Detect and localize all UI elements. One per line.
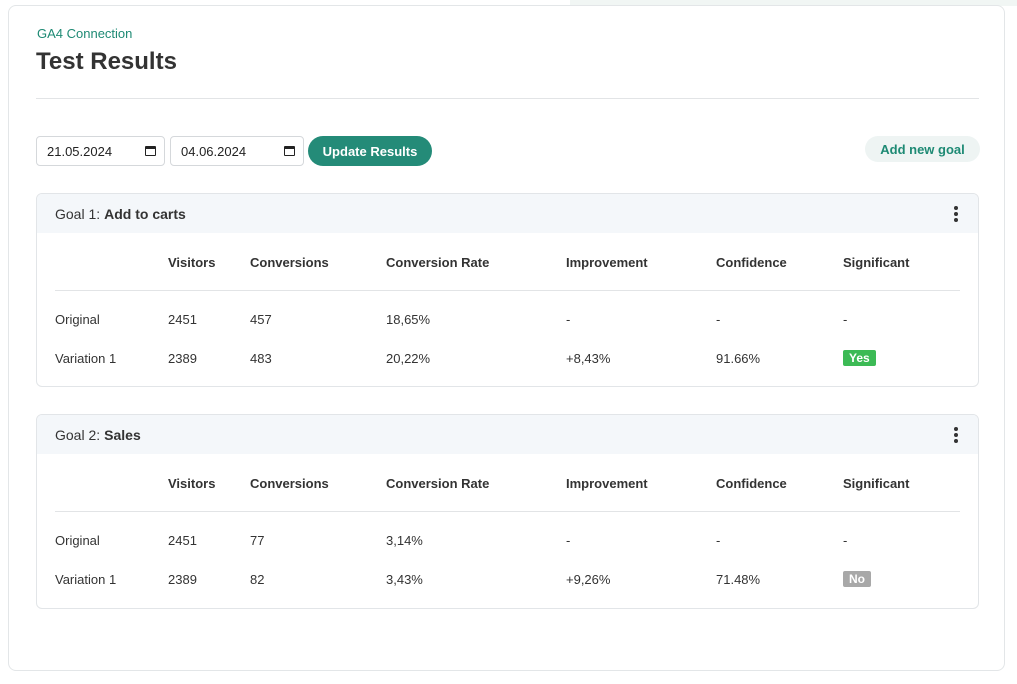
add-new-goal-button[interactable]: Add new goal	[865, 136, 980, 162]
improvement-value: -	[566, 312, 571, 327]
conversion-rate-value: 18,65%	[386, 312, 431, 327]
confidence-value: 71.48%	[716, 572, 761, 587]
visitors-value: 2451	[168, 533, 197, 548]
conversions-value: 77	[250, 533, 265, 548]
more-options-icon[interactable]	[952, 206, 960, 222]
results-panel: GA4 Connection Test Results 21.05.2024 0…	[8, 5, 1005, 671]
column-header-improvement: Improvement	[566, 476, 648, 491]
row-label: Original	[55, 312, 100, 327]
breadcrumb-ga4-connection[interactable]: GA4 Connection	[37, 26, 133, 41]
conversion-rate-value: 3,14%	[386, 533, 423, 548]
conversions-value: 483	[250, 351, 272, 366]
significant-cell: No	[843, 571, 871, 588]
column-header-conversion-rate: Conversion Rate	[386, 255, 490, 270]
row-label: Variation 1	[55, 351, 117, 366]
column-header-visitors: Visitors	[168, 476, 216, 491]
conversions-value: 82	[250, 572, 265, 587]
column-header-conversion-rate: Conversion Rate	[386, 476, 490, 491]
column-header-improvement: Improvement	[566, 255, 648, 270]
conversions-value: 457	[250, 312, 272, 327]
column-header-visitors: Visitors	[168, 255, 216, 270]
goal-prefix: Goal 2:	[55, 426, 101, 443]
confidence-value: -	[716, 533, 721, 548]
date-from-input[interactable]: 21.05.2024	[36, 136, 165, 166]
conversion-rate-value: 20,22%	[386, 351, 431, 366]
column-header-conversions: Conversions	[250, 255, 329, 270]
significant-value: -	[843, 533, 848, 548]
improvement-value: -	[566, 533, 571, 548]
date-to-input[interactable]: 04.06.2024	[170, 136, 304, 166]
calendar-icon[interactable]	[145, 146, 156, 156]
table-divider	[55, 290, 960, 291]
row-label: Original	[55, 533, 100, 548]
column-header-significant: Significant	[843, 255, 910, 270]
improvement-value: +8,43%	[566, 351, 611, 366]
significant-badge: No	[843, 571, 871, 587]
confidence-value: -	[716, 312, 721, 327]
significant-cell: Yes	[843, 350, 876, 367]
column-header-significant: Significant	[843, 476, 910, 491]
header-divider	[36, 98, 979, 99]
calendar-icon[interactable]	[284, 146, 295, 156]
column-header-conversions: Conversions	[250, 476, 329, 491]
column-header-confidence: Confidence	[716, 255, 787, 270]
date-from-value: 21.05.2024	[47, 143, 113, 159]
significant-badge: Yes	[843, 350, 876, 366]
visitors-value: 2451	[168, 312, 197, 327]
goal-name: Add to carts	[104, 205, 186, 222]
table-divider	[55, 511, 960, 512]
goal-prefix: Goal 1:	[55, 205, 101, 222]
more-options-icon[interactable]	[952, 427, 960, 443]
visitors-value: 2389	[168, 572, 197, 587]
goal-card: Goal 2: Sales Visitors Conversions Conve…	[36, 414, 979, 609]
goal-header: Goal 1: Add to carts	[37, 194, 978, 233]
top-tint	[570, 0, 1017, 6]
improvement-value: +9,26%	[566, 572, 611, 587]
goal-header: Goal 2: Sales	[37, 415, 978, 454]
update-results-button[interactable]: Update Results	[308, 136, 432, 166]
column-header-confidence: Confidence	[716, 476, 787, 491]
confidence-value: 91.66%	[716, 351, 761, 366]
goal-card: Goal 1: Add to carts Visitors Conversion…	[36, 193, 979, 387]
significant-value: -	[843, 312, 848, 327]
conversion-rate-value: 3,43%	[386, 572, 423, 587]
goal-name: Sales	[104, 426, 141, 443]
row-label: Variation 1	[55, 572, 117, 587]
date-to-value: 04.06.2024	[181, 143, 247, 159]
page-title: Test Results	[36, 48, 177, 75]
visitors-value: 2389	[168, 351, 197, 366]
